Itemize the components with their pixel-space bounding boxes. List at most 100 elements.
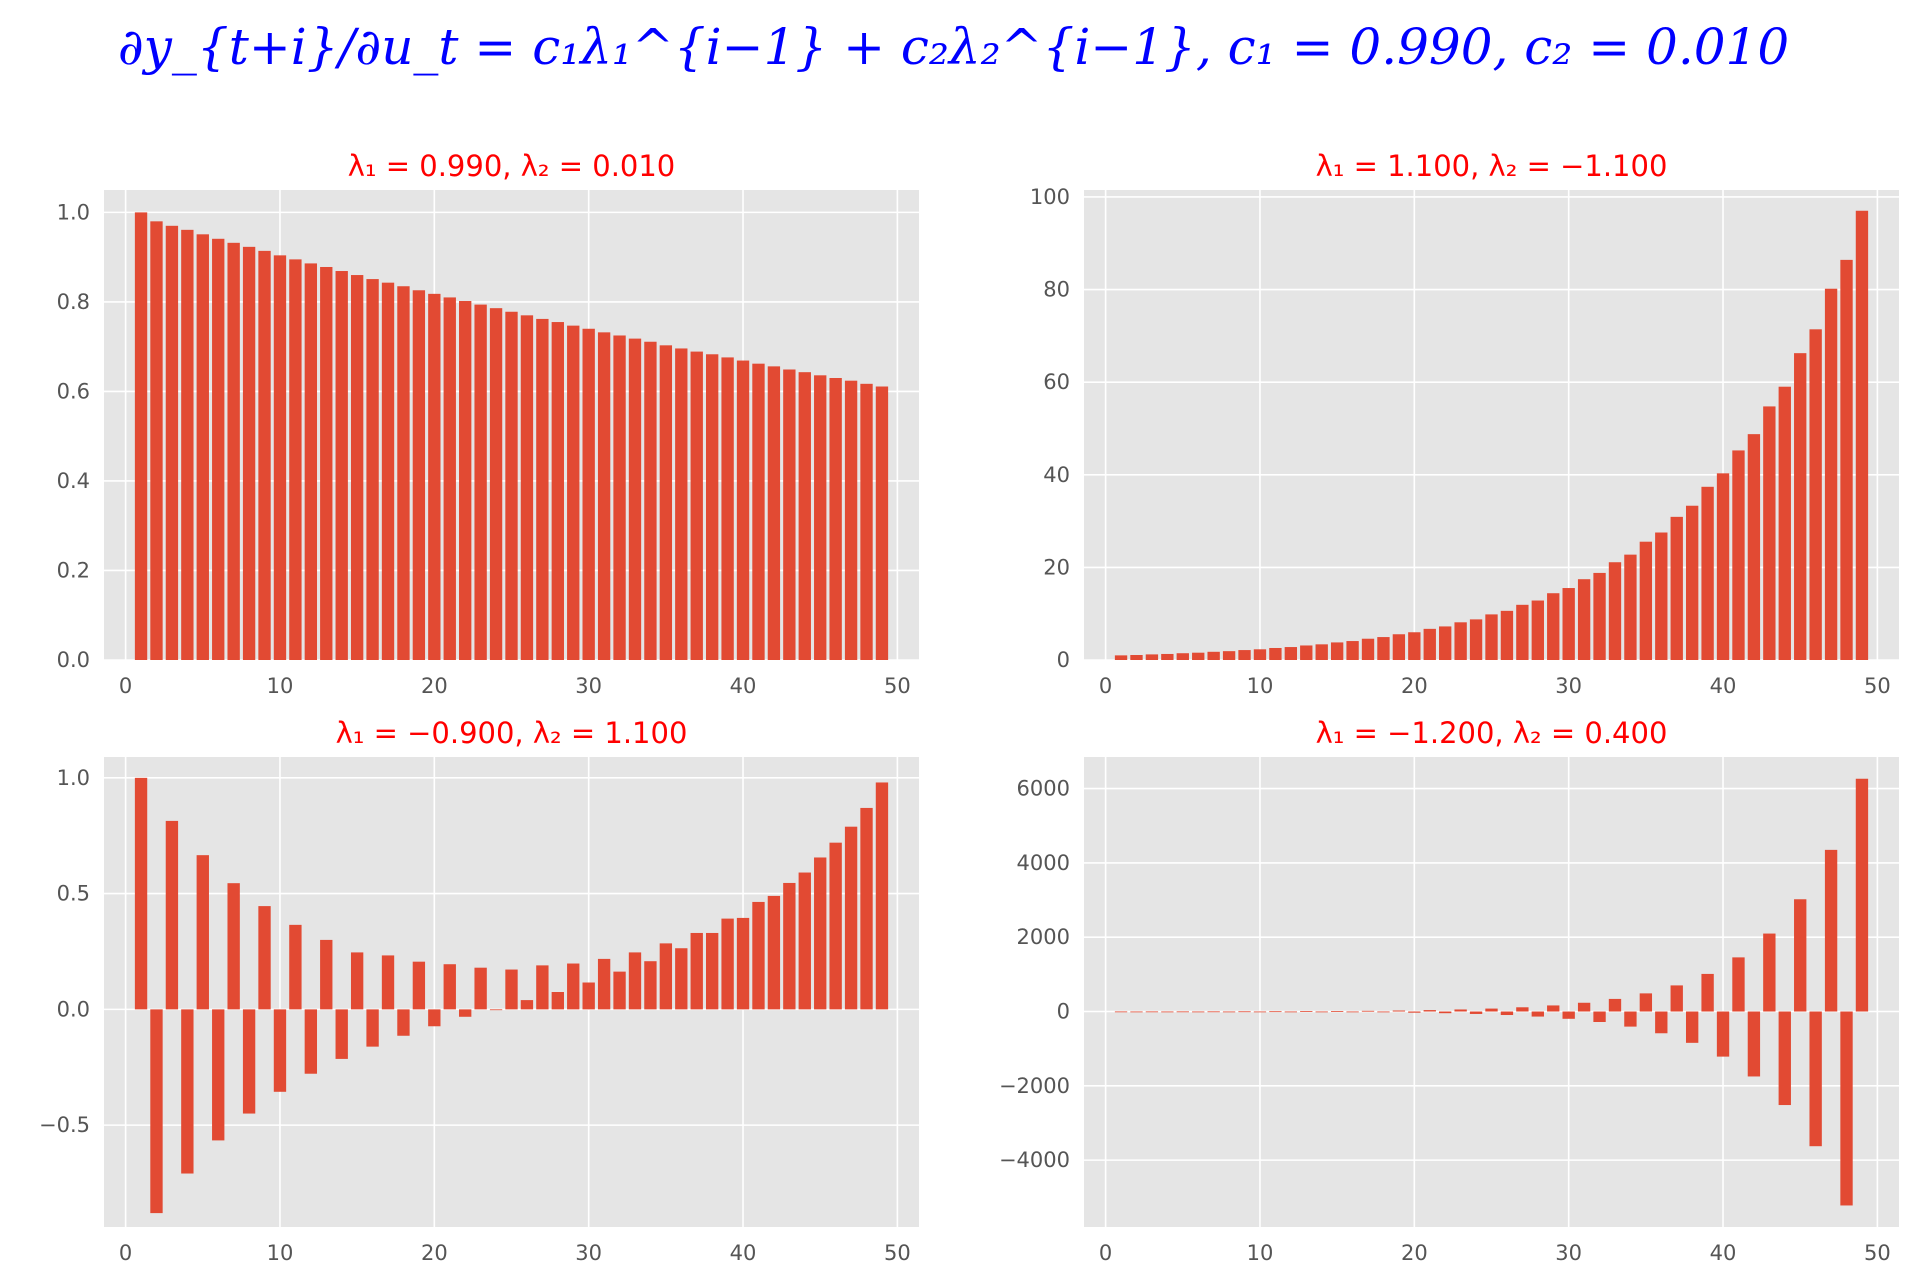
x-tick-label: 10: [267, 674, 294, 698]
bar: [551, 322, 564, 660]
bar: [1562, 588, 1575, 660]
x-tick-label: 50: [1864, 1241, 1891, 1265]
bar: [1377, 637, 1390, 660]
bar: [1315, 644, 1328, 660]
bar: [1593, 1011, 1606, 1022]
bar: [767, 895, 781, 1010]
bar: [428, 293, 441, 660]
bar: [1439, 1011, 1452, 1014]
bar: [1330, 1011, 1344, 1012]
bar: [675, 948, 688, 1010]
bar: [1361, 1010, 1375, 1012]
bar: [1655, 1011, 1668, 1034]
bar: [659, 345, 673, 660]
bar: [597, 958, 611, 1010]
bar: [1670, 985, 1683, 1012]
bar: [1763, 406, 1776, 660]
bar: [397, 286, 410, 660]
bar: [798, 872, 811, 1010]
y-tick-label: 100: [1030, 185, 1070, 209]
bar: [1840, 259, 1853, 660]
bar: [289, 259, 302, 660]
bar: [273, 1009, 287, 1092]
y-tick-label: 4000: [1017, 851, 1070, 875]
bar: [829, 842, 842, 1010]
y-tick-label: 0.5: [57, 882, 90, 906]
bar: [1701, 486, 1714, 660]
bar: [1238, 1011, 1251, 1013]
subplot-top-left: 0 10 20 30 40 50 0.0 0.2 0.4 0.6 0.8 1.0 λ₁ = 0.990,…: [57, 149, 919, 698]
bar: [304, 263, 318, 660]
bar: [1716, 473, 1730, 660]
subplot-bottom-right: 0 10 20 30 40 50 −4000 −2000 0 2000 4000 6000 λ₁ = −…: [999, 716, 1899, 1265]
bar: [860, 383, 873, 660]
bar: [1747, 1011, 1761, 1077]
bar: [1624, 1011, 1637, 1027]
y-tick-label: 0.0: [57, 997, 90, 1021]
bar: [1577, 1002, 1591, 1012]
bar: [721, 918, 734, 1010]
bar: [1639, 993, 1653, 1012]
bar: [1114, 1011, 1128, 1013]
bar: [659, 943, 673, 1010]
bar: [273, 255, 287, 660]
y-tick-label: 40: [1043, 463, 1070, 487]
y-tick-label: 60: [1043, 370, 1070, 394]
bar: [1670, 516, 1683, 660]
bar: [1161, 1011, 1174, 1013]
bar: [690, 932, 703, 1010]
x-tick-label: 40: [730, 674, 757, 698]
bar: [1547, 593, 1560, 660]
bar: [582, 982, 595, 1010]
bar: [1547, 1005, 1560, 1012]
bar: [397, 1009, 410, 1036]
bar: [1454, 622, 1467, 660]
x-tick-label: 10: [267, 1241, 294, 1265]
x-tick-label: 20: [421, 1241, 448, 1265]
bar: [875, 782, 889, 1010]
bar: [1284, 1011, 1298, 1013]
bar: [1130, 1011, 1143, 1013]
bar: [212, 1009, 225, 1141]
bar: [582, 328, 595, 660]
bar: [1114, 655, 1128, 660]
x-tick-label: 0: [119, 1241, 132, 1265]
bar: [1763, 933, 1776, 1012]
bar: [150, 1009, 163, 1214]
bar: [752, 901, 765, 1010]
bar: [1809, 329, 1822, 660]
x-tick-label: 20: [1401, 1241, 1428, 1265]
bar: [1284, 647, 1298, 660]
bar: [1253, 649, 1267, 660]
bar: [1500, 610, 1514, 660]
x-tick-label: 50: [884, 1241, 911, 1265]
bar: [443, 964, 456, 1010]
bar: [489, 308, 503, 660]
bar: [1269, 647, 1282, 660]
x-tick-label: 20: [1401, 674, 1428, 698]
bar: [705, 354, 719, 660]
bar: [860, 807, 873, 1010]
bar: [1300, 1011, 1313, 1012]
bar: [1238, 650, 1251, 660]
bar: [350, 275, 364, 660]
bar: [1192, 652, 1205, 660]
y-tick-label: 0: [1057, 1000, 1070, 1024]
bar: [1408, 632, 1421, 660]
bar: [690, 351, 703, 660]
bar: [844, 826, 858, 1010]
bar: [242, 1009, 256, 1114]
bar: [1439, 626, 1452, 660]
bar: [366, 1009, 379, 1047]
y-tick-label: 0.4: [57, 469, 90, 493]
plot-area: [1084, 757, 1899, 1227]
x-tick-label: 40: [1710, 674, 1737, 698]
bar: [196, 234, 209, 661]
bar: [335, 271, 348, 660]
bar: [381, 282, 395, 660]
bar: [1161, 653, 1174, 660]
bar: [875, 386, 889, 660]
bar: [597, 332, 611, 660]
x-tick-label: 50: [1864, 674, 1891, 698]
